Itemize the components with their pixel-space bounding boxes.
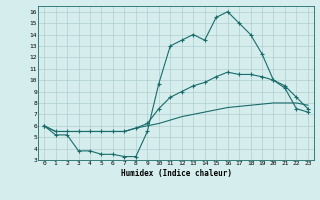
X-axis label: Humidex (Indice chaleur): Humidex (Indice chaleur) <box>121 169 231 178</box>
